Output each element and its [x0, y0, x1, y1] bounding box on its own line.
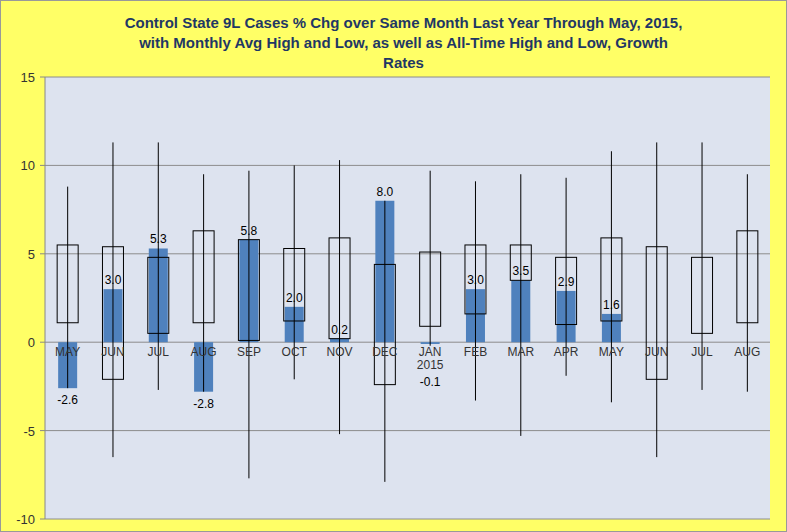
data-label: 0.2	[331, 323, 348, 337]
category-line: MAR	[507, 345, 534, 359]
tick-label: 0	[28, 335, 35, 350]
category-line: AUG	[734, 345, 760, 359]
whisker	[520, 174, 521, 436]
category-line: AUG	[191, 345, 217, 359]
category-label: SEP	[237, 345, 261, 359]
data-label: 8.0	[377, 185, 394, 199]
background	[1, 1, 787, 532]
avg-box	[374, 264, 395, 384]
data-label: 2.9	[558, 275, 575, 289]
avg-box	[238, 240, 259, 341]
category-line: SEP	[237, 345, 261, 359]
whisker	[339, 160, 340, 434]
data-label: -2.6	[57, 393, 78, 407]
category-label: AUG	[191, 345, 217, 359]
avg-box	[692, 257, 713, 333]
grid-line	[45, 519, 770, 520]
category-line: JUL	[148, 345, 170, 359]
whisker	[656, 142, 657, 457]
title: Control State 9L Cases % Chg over Same M…	[125, 14, 683, 71]
marks	[57, 142, 758, 481]
whisker	[611, 151, 612, 402]
category-label: JUL	[148, 345, 170, 359]
title-line: Control State 9L Cases % Chg over Same M…	[125, 14, 683, 31]
category-line: JUL	[691, 345, 713, 359]
category-line: MAY	[599, 345, 624, 359]
avg-box	[465, 245, 486, 314]
category-line: FEB	[464, 345, 487, 359]
chart: Control State 9L Cases % Chg over Same M…	[0, 0, 787, 532]
title-line: Rates	[383, 54, 424, 71]
whisker	[112, 142, 113, 457]
category-line: JUN	[645, 345, 668, 359]
avg-box	[284, 248, 305, 320]
data-label: 5.3	[150, 232, 167, 246]
data-label: 3.0	[467, 273, 484, 287]
y-axis	[45, 77, 46, 519]
tick-label: 15	[21, 70, 35, 85]
category-line: MAY	[55, 345, 80, 359]
avg-box	[601, 238, 622, 321]
avg-box	[420, 252, 441, 326]
tick	[40, 430, 45, 431]
tick	[40, 165, 45, 166]
tick	[40, 253, 45, 254]
tick	[40, 342, 45, 343]
category-label: JUN	[645, 345, 668, 359]
category-label: JAN2015	[417, 345, 444, 372]
data-label: -2.8	[193, 397, 214, 411]
avg-box	[329, 238, 350, 339]
data-label: -0.1	[420, 375, 441, 389]
avg-box	[102, 247, 123, 380]
category-label: APR	[554, 345, 579, 359]
category-label: FEB	[464, 345, 487, 359]
whisker	[248, 171, 249, 479]
whisker	[430, 171, 431, 346]
data-label: 2.0	[286, 291, 303, 305]
category-line: APR	[554, 345, 579, 359]
grid-line	[45, 77, 770, 78]
category-line: 2015	[417, 358, 444, 372]
avg-box	[556, 257, 577, 324]
data-label: 3.0	[105, 273, 122, 287]
avg-box	[57, 245, 78, 323]
tick-label: 5	[28, 247, 35, 262]
category-label: AUG	[734, 345, 760, 359]
tick-label: -5	[23, 424, 35, 439]
category-label: JUN	[101, 345, 124, 359]
data-label: 1.6	[603, 298, 620, 312]
category-line: NOV	[327, 345, 353, 359]
avg-box	[737, 231, 758, 323]
avg-box	[510, 245, 531, 280]
tick	[40, 519, 45, 520]
category-line: JUN	[101, 345, 124, 359]
grid-line	[45, 165, 770, 166]
tick-label: 10	[21, 158, 35, 173]
category-label: NOV	[327, 345, 353, 359]
title-line: with Monthly Avg High and Low, as well a…	[138, 34, 668, 51]
whisker	[384, 201, 385, 482]
avg-box	[646, 247, 667, 380]
tick-label: -10	[16, 512, 35, 527]
category-label: MAY	[599, 345, 624, 359]
grid-line	[45, 430, 770, 431]
plot-area	[45, 77, 770, 519]
category-label: DEC	[372, 345, 398, 359]
category-label: MAY	[55, 345, 80, 359]
category-label: JUL	[691, 345, 713, 359]
category-label: OCT	[282, 345, 308, 359]
category-line: DEC	[372, 345, 398, 359]
category-line: OCT	[282, 345, 308, 359]
tick	[40, 77, 45, 78]
whisker	[475, 181, 476, 400]
avg-box	[148, 257, 169, 333]
category-label: MAR	[507, 345, 534, 359]
category-line: JAN	[419, 345, 442, 359]
data-label: 5.8	[241, 224, 258, 238]
avg-box	[193, 231, 214, 323]
data-label: 3.5	[512, 264, 529, 278]
